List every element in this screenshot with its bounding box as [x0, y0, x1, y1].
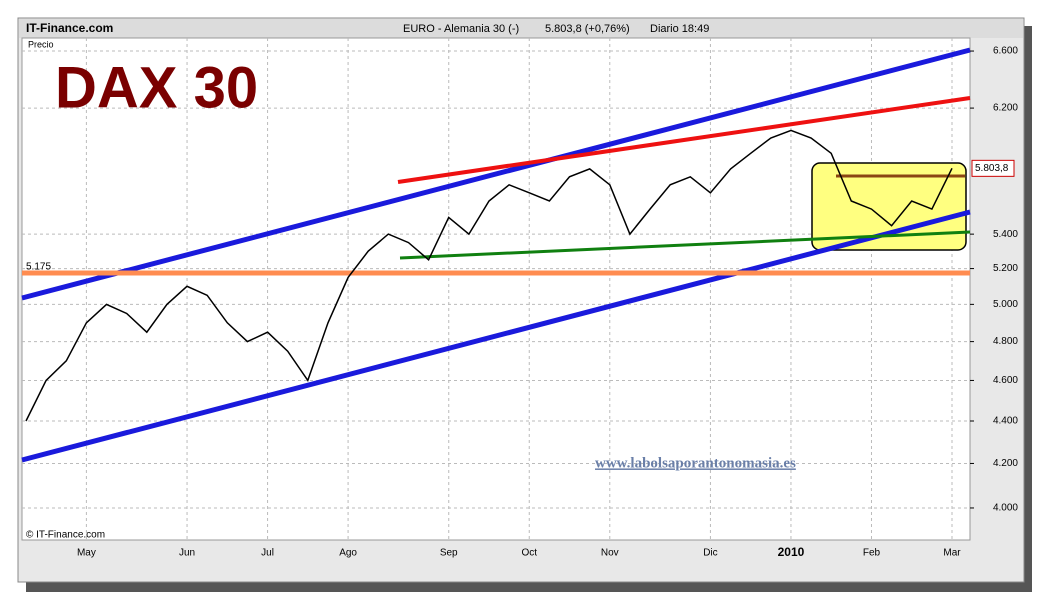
- data-layer: [22, 129, 970, 422]
- site-name: IT-Finance.com: [26, 21, 113, 35]
- y-tick-label: 4.200: [993, 458, 1018, 469]
- y-tick-label: 4.800: [993, 336, 1018, 347]
- header-bar: [19, 19, 1023, 38]
- support-line: [399, 230, 971, 260]
- watermark: www.labolsaporantonomasia.es: [595, 455, 796, 471]
- x-tick-label: Jul: [261, 548, 274, 559]
- x-tick-label: 2010: [778, 545, 805, 559]
- y-tick-label: 6.600: [993, 46, 1018, 57]
- y-tick-label: 5.000: [993, 299, 1018, 310]
- x-tick-label: Dic: [703, 548, 717, 559]
- credit: © IT-Finance.com: [26, 530, 105, 541]
- y-tick-label: 6.200: [993, 103, 1018, 114]
- quote-name: EURO - Alemania 30 (-): [403, 23, 519, 35]
- y-tick-label: 4.600: [993, 375, 1018, 386]
- upper-channel: [21, 47, 971, 301]
- highlight-box: [811, 162, 967, 251]
- quote-period: Diario 18:49: [650, 23, 709, 35]
- x-tick-label: Mar: [943, 548, 961, 559]
- x-tick-label: Ago: [339, 548, 357, 559]
- y-tick-label: 5.400: [993, 229, 1018, 240]
- x-tick-label: Jun: [179, 548, 195, 559]
- y-tick-label: 4.000: [993, 503, 1018, 514]
- y-axis-label: Precio: [28, 39, 54, 49]
- last-price-box: [971, 159, 1015, 177]
- x-tick-label: Nov: [601, 548, 619, 559]
- y-tick-label: 5.200: [993, 263, 1018, 274]
- lower-channel: [21, 209, 971, 463]
- x-tick-label: Sep: [440, 548, 458, 559]
- x-tick-label: Oct: [521, 548, 537, 559]
- price-line: [25, 129, 953, 422]
- resistance-line: [397, 96, 971, 184]
- chart-title: DAX 30: [55, 55, 258, 120]
- last-price-label: 5.803,8: [975, 163, 1009, 174]
- support-level-label: 5.175: [26, 262, 51, 273]
- x-tick-label: May: [77, 548, 96, 559]
- quote-price: 5.803,8 (+0,76%): [545, 23, 630, 35]
- x-tick-label: Feb: [863, 548, 881, 559]
- y-tick-label: 4.400: [993, 416, 1018, 427]
